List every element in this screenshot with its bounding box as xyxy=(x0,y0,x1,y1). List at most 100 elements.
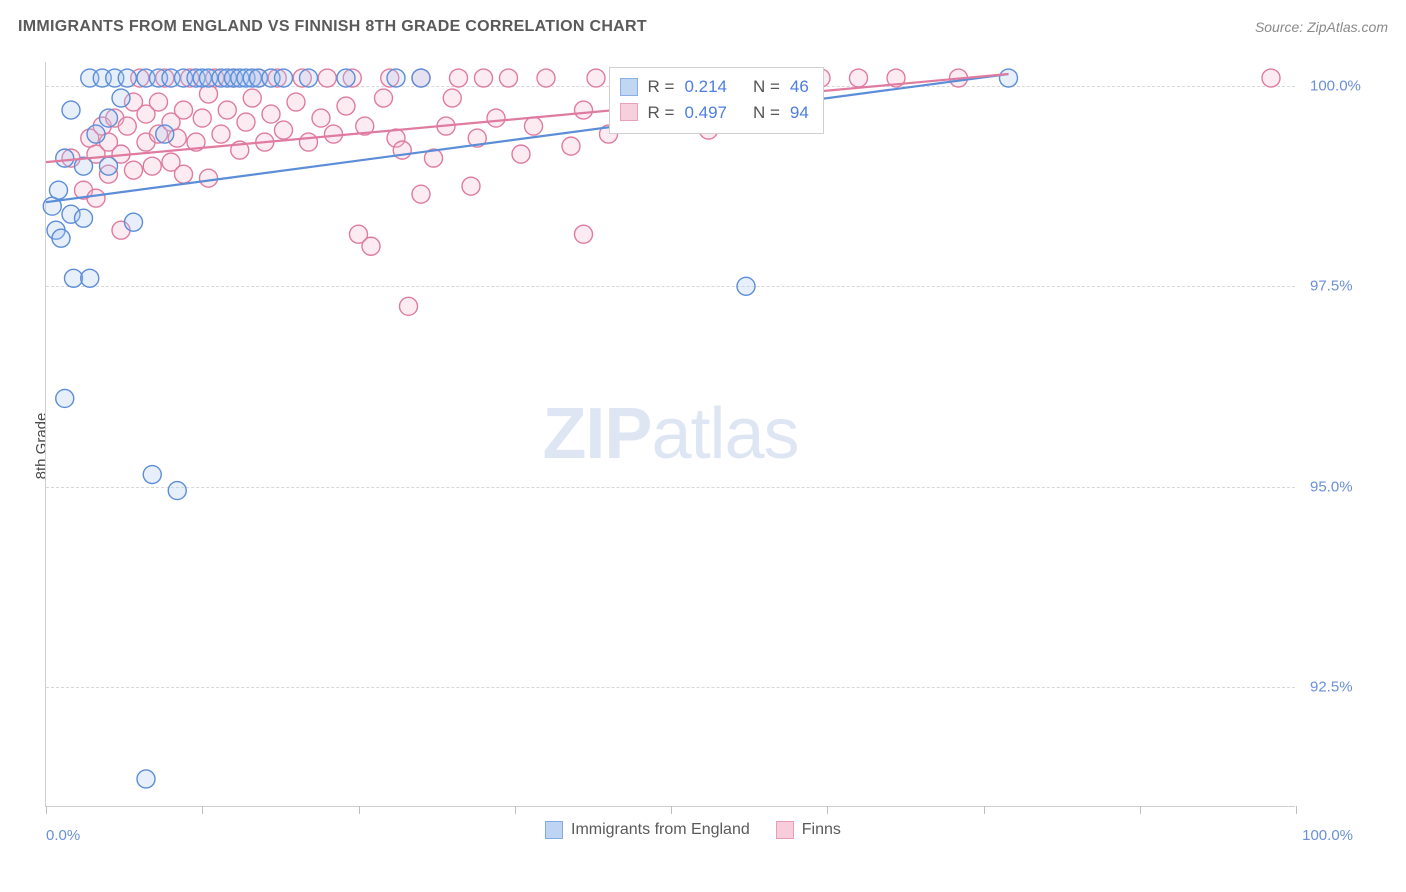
scatter-point-finns xyxy=(275,121,293,139)
scatter-point-england xyxy=(156,125,174,143)
scatter-point-england xyxy=(143,466,161,484)
scatter-point-finns xyxy=(450,69,468,87)
legend: Immigrants from England Finns xyxy=(545,821,841,839)
x-tick xyxy=(46,806,47,814)
n-prefix: N = xyxy=(753,100,780,126)
scatter-point-england xyxy=(52,229,70,247)
scatter-point-england xyxy=(387,69,405,87)
r-prefix: R = xyxy=(648,100,675,126)
scatter-point-england xyxy=(50,181,68,199)
scatter-point-england xyxy=(300,69,318,87)
scatter-point-england xyxy=(137,770,155,788)
n-value: 94 xyxy=(790,100,809,126)
scatter-point-finns xyxy=(237,113,255,131)
scatter-point-england xyxy=(737,277,755,295)
scatter-point-finns xyxy=(193,109,211,127)
scatter-point-finns xyxy=(525,117,543,135)
stat-row-england: R = 0.214 N = 46 xyxy=(620,74,809,100)
scatter-point-finns xyxy=(562,137,580,155)
scatter-point-finns xyxy=(400,297,418,315)
scatter-point-england xyxy=(75,209,93,227)
scatter-point-finns xyxy=(575,225,593,243)
scatter-point-finns xyxy=(87,189,105,207)
x-min-label: 0.0% xyxy=(46,827,80,844)
scatter-point-finns xyxy=(362,237,380,255)
legend-label: Immigrants from England xyxy=(571,821,750,839)
scatter-point-england xyxy=(1000,69,1018,87)
scatter-point-finns xyxy=(150,93,168,111)
swatch-england xyxy=(620,78,638,96)
scatter-point-finns xyxy=(200,85,218,103)
scatter-point-finns xyxy=(375,89,393,107)
scatter-point-finns xyxy=(443,89,461,107)
r-value: 0.214 xyxy=(684,74,727,100)
scatter-point-finns xyxy=(1262,69,1280,87)
swatch-finns xyxy=(620,103,638,121)
scatter-point-england xyxy=(56,149,74,167)
source-attribution: Source: ZipAtlas.com xyxy=(1255,19,1388,35)
scatter-point-england xyxy=(87,125,105,143)
y-tick-label: 95.0% xyxy=(1310,478,1353,495)
scatter-point-finns xyxy=(143,157,161,175)
legend-swatch-finns xyxy=(776,821,794,839)
x-tick xyxy=(1296,806,1297,814)
legend-item-finns: Finns xyxy=(776,821,841,839)
scatter-point-finns xyxy=(462,177,480,195)
scatter-point-england xyxy=(275,69,293,87)
scatter-point-finns xyxy=(125,161,143,179)
scatter-point-finns xyxy=(312,109,330,127)
scatter-point-england xyxy=(118,69,136,87)
y-tick-label: 100.0% xyxy=(1310,78,1361,95)
r-prefix: R = xyxy=(648,74,675,100)
scatter-point-finns xyxy=(243,89,261,107)
scatter-point-england xyxy=(65,269,83,287)
scatter-point-finns xyxy=(118,117,136,135)
scatter-point-england xyxy=(100,109,118,127)
scatter-point-finns xyxy=(325,125,343,143)
scatter-point-england xyxy=(337,69,355,87)
chart-title: IMMIGRANTS FROM ENGLAND VS FINNISH 8TH G… xyxy=(18,18,647,36)
x-tick xyxy=(515,806,516,814)
scatter-point-finns xyxy=(200,169,218,187)
scatter-point-finns xyxy=(537,69,555,87)
scatter-point-finns xyxy=(218,101,236,119)
scatter-point-england xyxy=(56,389,74,407)
x-tick xyxy=(671,806,672,814)
x-tick xyxy=(202,806,203,814)
scatter-point-england xyxy=(412,69,430,87)
x-tick xyxy=(984,806,985,814)
scatter-point-england xyxy=(168,482,186,500)
scatter-point-england xyxy=(100,157,118,175)
x-tick xyxy=(1140,806,1141,814)
stat-row-finns: R = 0.497 N = 94 xyxy=(620,100,809,126)
x-tick xyxy=(359,806,360,814)
scatter-point-finns xyxy=(500,69,518,87)
scatter-point-finns xyxy=(287,93,305,111)
scatter-point-finns xyxy=(175,101,193,119)
n-value: 46 xyxy=(790,74,809,100)
scatter-point-england xyxy=(62,101,80,119)
scatter-point-finns xyxy=(587,69,605,87)
scatter-point-finns xyxy=(512,145,530,163)
scatter-point-finns xyxy=(475,69,493,87)
scatter-point-finns xyxy=(575,101,593,119)
y-tick-label: 97.5% xyxy=(1310,278,1353,295)
legend-swatch-england xyxy=(545,821,563,839)
legend-item-england: Immigrants from England xyxy=(545,821,750,839)
correlation-stats-box: R = 0.214 N = 46 R = 0.497 N = 94 xyxy=(609,67,824,134)
scatter-point-finns xyxy=(850,69,868,87)
scatter-point-finns xyxy=(212,125,230,143)
x-max-label: 100.0% xyxy=(1302,827,1353,844)
scatter-point-finns xyxy=(175,165,193,183)
scatter-point-finns xyxy=(262,105,280,123)
scatter-point-finns xyxy=(412,185,430,203)
chart-header: IMMIGRANTS FROM ENGLAND VS FINNISH 8TH G… xyxy=(18,18,1388,36)
scatter-point-england xyxy=(125,213,143,231)
scatter-point-england xyxy=(112,89,130,107)
scatter-point-england xyxy=(81,269,99,287)
legend-label: Finns xyxy=(802,821,841,839)
scatter-point-finns xyxy=(487,109,505,127)
n-prefix: N = xyxy=(753,74,780,100)
r-value: 0.497 xyxy=(684,100,727,126)
scatter-point-finns xyxy=(300,133,318,151)
